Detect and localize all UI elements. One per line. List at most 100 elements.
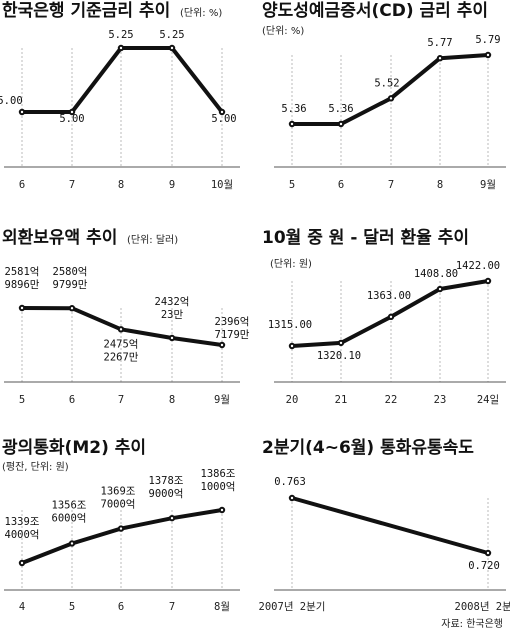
data-point <box>218 341 226 349</box>
data-point <box>168 514 176 522</box>
unit-note: (단위: 달러) <box>127 233 178 246</box>
tick-label: 2008년 2분기 <box>455 601 510 613</box>
data-point <box>337 339 345 347</box>
data-label: 2432억 23만 <box>155 296 190 321</box>
data-point <box>18 108 26 116</box>
tick-label: 6 <box>19 179 25 191</box>
unit-note: (평잔, 단위: 원) <box>2 460 69 473</box>
data-label: 1315.00 <box>268 319 312 331</box>
data-label: 1378조 9000억 <box>149 475 184 500</box>
tick-label: 2007년 2분기 <box>259 601 326 613</box>
data-label: 1386조 1000억 <box>201 468 236 493</box>
data-label: 1339조 4000억 <box>5 516 40 541</box>
tick-label: 22 <box>385 394 398 406</box>
data-point <box>387 313 395 321</box>
data-label: 0.720 <box>468 560 500 572</box>
tick-label: 20 <box>286 394 299 406</box>
unit-note: (단위: %) <box>180 6 222 19</box>
source-note: 자료: 한국은행 <box>441 618 503 630</box>
chart-panel-6: 2분기(4~6월) 통화유통속도 0.763 0.720 2007년 2분기 2008년… <box>259 438 510 613</box>
data-point <box>68 305 76 312</box>
data-label: 1369조 7000억 <box>101 486 136 511</box>
data-point <box>117 44 125 52</box>
data-point <box>484 51 492 59</box>
data-point <box>68 108 76 116</box>
tick-label: 5 <box>289 179 295 191</box>
tick-label: 8월 <box>214 601 230 613</box>
data-point <box>288 494 296 502</box>
chart-title: 광의통화(M2) 추이 <box>2 438 146 458</box>
data-point <box>436 285 444 293</box>
data-point <box>387 95 395 102</box>
data-point <box>484 277 492 285</box>
unit-note: (단위: 원) <box>270 257 312 270</box>
data-point <box>436 55 444 62</box>
chart-panel-4: 10월 중 원 - 달러 환율 추이 (단위: 원) 1315.00 1320.10 1… <box>262 227 506 406</box>
tick-label: 9월 <box>214 394 230 406</box>
data-label: 5.77 <box>427 37 452 49</box>
tick-label: 4 <box>19 601 25 613</box>
tick-label: 7 <box>169 601 175 613</box>
data-label: 2475억 2267만 <box>104 338 139 363</box>
tick-label: 24일 <box>477 393 499 406</box>
data-point <box>18 304 26 312</box>
data-label: 0.763 <box>274 476 306 488</box>
data-point <box>168 334 176 342</box>
tick-label: 23 <box>434 394 447 406</box>
data-label: 1320.10 <box>317 350 361 362</box>
chart-panel-1: 한국은행 기준금리 추이 (단위: %) 5.00 5.00 5.25 5.25 5.00 6… <box>0 1 240 191</box>
data-label: 1408.80 <box>414 268 458 280</box>
data-label: 5.36 <box>328 103 353 115</box>
data-point <box>218 108 226 116</box>
data-label: 1363.00 <box>367 290 411 302</box>
series-line <box>290 53 490 126</box>
data-label: 5.52 <box>374 77 399 89</box>
data-label: 5.00 <box>59 113 84 125</box>
chart-panel-3: 외환보유액 추이 (단위: 달러) 2581억 9896만 2580억 9799만 2475… <box>2 228 250 406</box>
data-label: 5.79 <box>475 34 500 46</box>
chart-title: 한국은행 기준금리 추이 <box>2 1 170 21</box>
data-label: 5.25 <box>159 29 184 41</box>
data-point <box>18 559 26 567</box>
data-label: 5.00 <box>211 113 236 125</box>
series-line <box>20 46 224 114</box>
data-label: 5.36 <box>281 103 306 115</box>
tick-label: 7 <box>118 394 124 406</box>
data-label: 1356조 6000억 <box>52 499 87 524</box>
data-point <box>218 506 226 514</box>
data-label: 2396억 7179만 <box>215 316 250 341</box>
chart-panel-2: 양도성예금증서(CD) 금리 추이 (단위: %) 5.36 5.36 5.52 5.77… <box>262 1 506 191</box>
tick-label: 7 <box>388 179 394 191</box>
tick-label: 6 <box>69 394 75 406</box>
data-point <box>168 44 176 52</box>
data-point <box>337 120 345 128</box>
chart-panel-5: 광의통화(M2) 추이 (평잔, 단위: 원) 1339조 4000억 1356조 600… <box>2 438 240 613</box>
tick-label: 8 <box>118 179 124 191</box>
data-label: 1422.00 <box>456 260 500 272</box>
chart-title: 양도성예금증서(CD) 금리 추이 <box>262 1 488 21</box>
data-point <box>68 540 76 547</box>
data-label: 2580억 9799만 <box>53 266 88 291</box>
chart-title: 2분기(4~6월) 통화유통속도 <box>262 438 474 458</box>
data-label: 5.25 <box>108 29 133 41</box>
data-label: 2581억 9896만 <box>5 266 40 291</box>
data-point <box>117 326 125 333</box>
tick-label: 21 <box>335 394 348 406</box>
data-point <box>484 549 492 557</box>
chart-title: 외환보유액 추이 <box>2 228 117 248</box>
data-point <box>288 120 296 128</box>
tick-label: 8 <box>437 179 443 191</box>
tick-label: 8 <box>169 394 175 406</box>
tick-label: 5 <box>69 601 75 613</box>
data-point <box>117 525 125 532</box>
data-label: 5.00 <box>0 95 23 107</box>
chart-title: 10월 중 원 - 달러 환율 추이 <box>262 227 469 248</box>
data-point <box>288 342 296 350</box>
series-line <box>290 496 490 555</box>
tick-label: 10월 <box>211 179 233 191</box>
unit-note: (단위: %) <box>262 24 304 37</box>
tick-label: 7 <box>69 179 75 191</box>
tick-label: 5 <box>19 394 25 406</box>
